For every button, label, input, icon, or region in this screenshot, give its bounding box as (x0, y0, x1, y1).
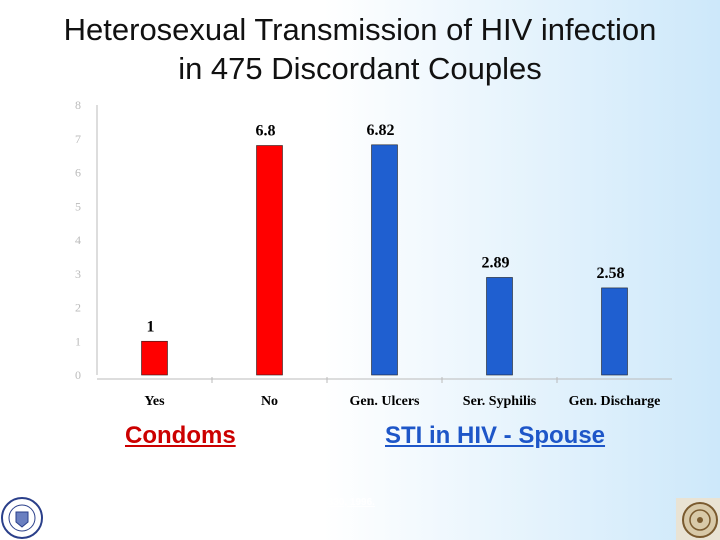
data-label: 2.89 (482, 254, 510, 271)
crest-seal-icon (676, 498, 720, 540)
bar (486, 277, 513, 376)
category-label: Gen. Ulcers (350, 394, 421, 409)
bar (256, 145, 283, 376)
data-label: 6.82 (367, 122, 395, 139)
group-label-condoms: Condoms (125, 422, 236, 449)
data-label: 2.58 (597, 265, 625, 282)
y-tick-label: 2 (75, 301, 81, 315)
bar (141, 340, 168, 376)
y-tick-label: 6 (75, 166, 81, 180)
title-line-2: in 475 Discordant Couples (178, 51, 542, 86)
bar (601, 287, 628, 376)
title-line-1: Heterosexual Transmission of HIV infecti… (63, 12, 657, 47)
group-label-sti: STI in HIV - Spouse (385, 422, 606, 449)
data-label: 1 (147, 318, 155, 335)
category-label: Ser. Syphilis (463, 394, 537, 409)
slide-title: Heterosexual Transmission of HIV infecti… (0, 10, 720, 88)
category-label: Yes (144, 394, 165, 409)
y-tick-label: 8 (75, 98, 81, 112)
citation: Deschamps MM et al. Ann Intern Med;125:3… (108, 497, 375, 508)
y-tick-label: 7 (75, 132, 81, 146)
category-label: Gen. Discharge (569, 394, 661, 409)
y-tick-label: 0 (75, 368, 81, 382)
bar (371, 144, 398, 376)
category-label: No (261, 394, 278, 409)
y-tick-label: 4 (75, 233, 81, 247)
y-tick-label: 3 (75, 267, 81, 281)
data-label: 6.8 (256, 123, 276, 140)
y-tick-label: 1 (75, 334, 81, 348)
y-tick-label: 5 (75, 199, 81, 213)
university-seal-icon (1, 497, 43, 539)
